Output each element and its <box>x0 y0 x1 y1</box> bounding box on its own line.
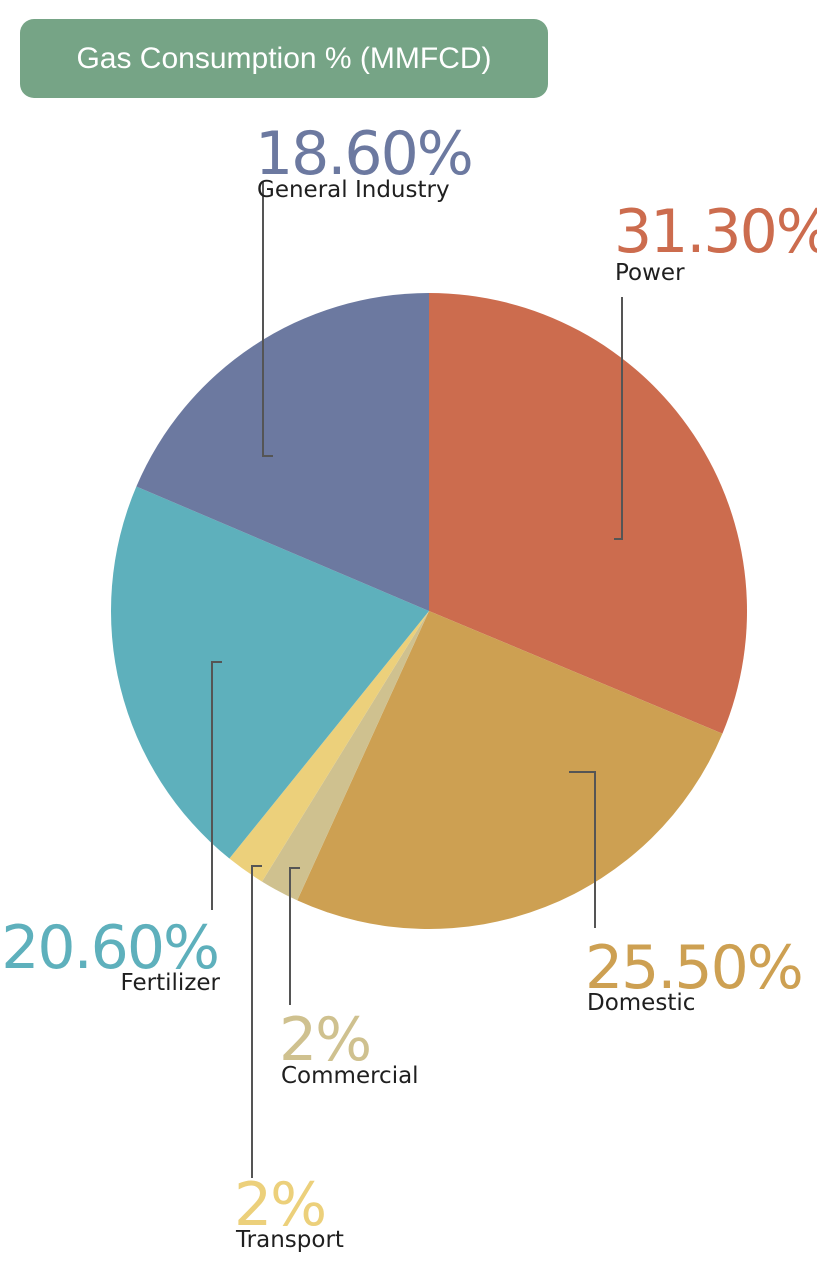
pie-slice-commercial <box>261 611 429 901</box>
value-label-domestic: 25.50% <box>585 933 802 1003</box>
leader-lines <box>211 182 623 1178</box>
pie-slice-fertilizer <box>111 486 429 859</box>
leader-line-commercial <box>289 867 300 1005</box>
leader-line-power <box>614 297 623 540</box>
value-label-general-industry: 18.60% <box>255 119 472 189</box>
leader-line-general-industry <box>262 182 273 457</box>
slice-label-general-industry: General Industry <box>257 177 450 203</box>
value-label-transport: 2% <box>234 1170 325 1240</box>
leader-line-transport <box>251 865 262 1178</box>
pie-slice-power <box>429 293 748 734</box>
pie-slice-general-industry <box>136 293 429 611</box>
pie-slice-transport <box>229 611 429 882</box>
chart-title: Gas Consumption % (MMFCD) <box>20 19 548 98</box>
pie-slices <box>111 293 748 929</box>
value-label-fertilizer: 20.60% <box>1 913 218 983</box>
leader-line-fertilizer <box>211 661 222 910</box>
slice-label-domestic: Domestic <box>587 990 695 1016</box>
slice-label-commercial: Commercial <box>281 1063 419 1089</box>
leader-line-domestic <box>569 771 596 928</box>
value-label-commercial: 2% <box>279 1005 370 1075</box>
value-label-power: 31.30% <box>614 197 817 267</box>
pie-slice-domestic <box>297 611 723 929</box>
slice-label-transport: Transport <box>235 1227 344 1253</box>
slice-label-fertilizer: Fertilizer <box>121 970 221 996</box>
slice-label-power: Power <box>615 260 685 286</box>
